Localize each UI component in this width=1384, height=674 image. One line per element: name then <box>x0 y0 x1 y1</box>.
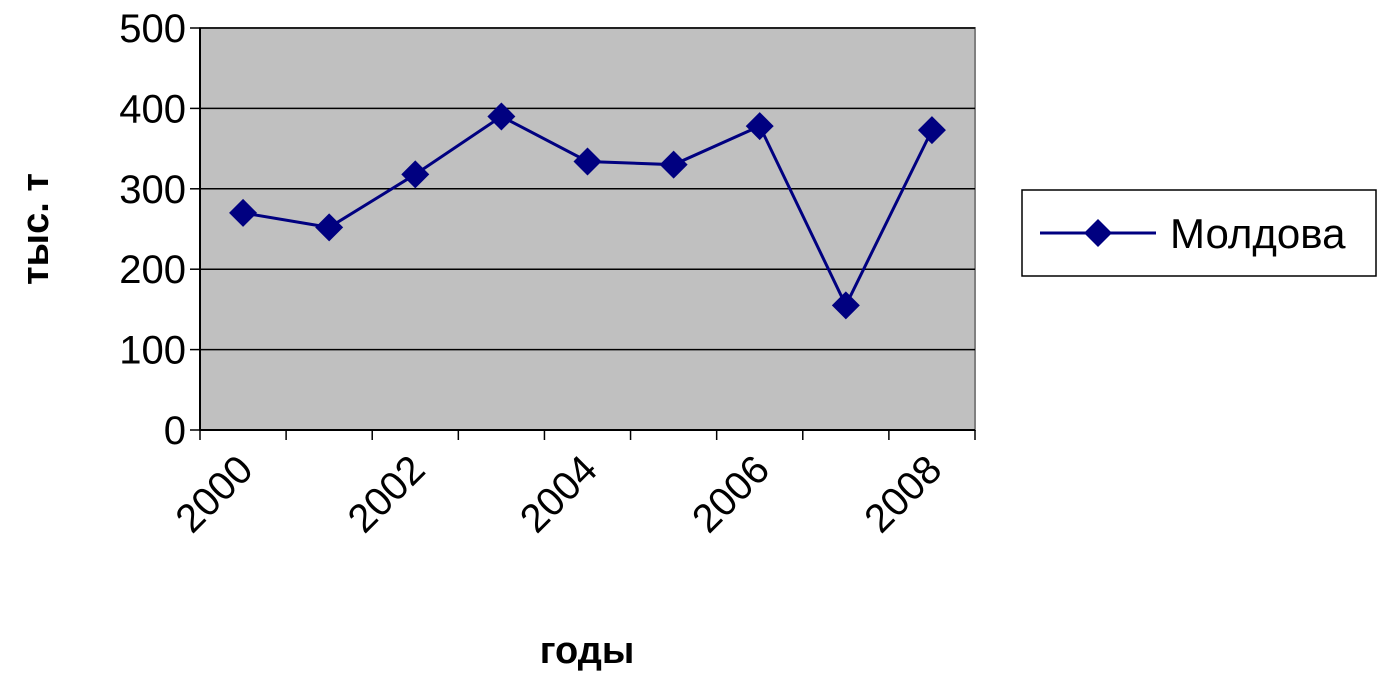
y-tick-label: 100 <box>119 329 186 373</box>
series-layer <box>229 102 946 320</box>
data-point-marker <box>315 213 344 242</box>
data-point-marker <box>659 150 688 179</box>
y-tick-label: 200 <box>119 248 186 292</box>
x-tick-label: 2002 <box>340 447 434 541</box>
data-point-marker <box>229 198 258 227</box>
y-axis-title: тыс. т <box>15 173 57 285</box>
legend-series-marker <box>1084 219 1112 247</box>
data-point-marker <box>573 147 602 176</box>
x-tick-label: 2006 <box>684 447 778 541</box>
x-axis-title: годы <box>540 630 635 672</box>
x-tick-label: 2004 <box>512 447 606 541</box>
data-point-marker <box>745 112 774 141</box>
plot-area <box>199 27 976 431</box>
data-point-marker <box>401 160 430 189</box>
data-point-marker <box>831 291 860 320</box>
x-tick-label: 2000 <box>167 447 261 541</box>
x-tick-label: 2008 <box>856 447 950 541</box>
legend: Молдова <box>1021 189 1377 277</box>
y-tick-label: 400 <box>119 87 186 131</box>
data-point-marker <box>487 102 516 131</box>
y-tick-label: 300 <box>119 168 186 212</box>
x-axis: 2000 2002 2004 2006 2008 <box>167 429 976 541</box>
y-tick-label: 0 <box>164 409 186 453</box>
gridlines <box>200 27 975 351</box>
y-axis: 0 100 200 300 400 500 <box>119 7 201 453</box>
y-tick-label: 500 <box>119 7 186 51</box>
legend-series-label: Молдова <box>1170 210 1346 257</box>
data-point-marker <box>917 116 946 145</box>
